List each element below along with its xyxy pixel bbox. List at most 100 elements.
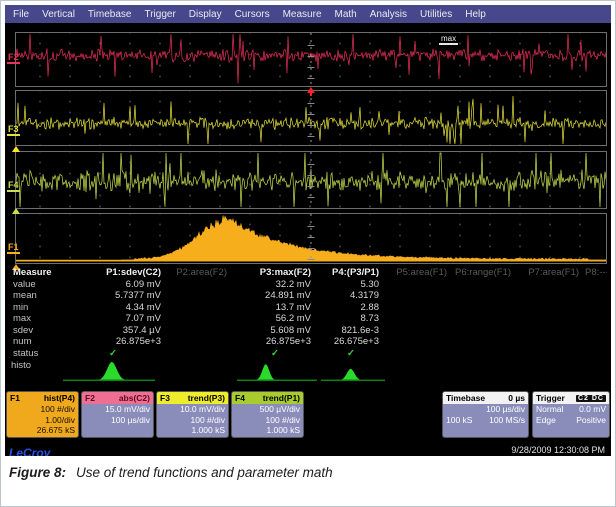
status-check-icon: ✓ (271, 347, 279, 359)
descriptor-setting: 15.0 mV/div (105, 404, 150, 414)
measure-row-label: min (13, 301, 29, 313)
menu-item-timebase[interactable]: Timebase (87, 8, 132, 20)
mini-histogram-icon (63, 362, 155, 382)
measure-row-label: value (13, 278, 36, 290)
measure-cell-max (585, 313, 607, 325)
trigger-title: Trigger (536, 393, 565, 403)
measure-row-label: status (13, 347, 39, 359)
measure-cell-value: 5.30 (360, 278, 380, 290)
f4-level-marker[interactable] (12, 208, 20, 214)
f3-level-marker[interactable] (12, 146, 20, 152)
measure-cell-value (385, 279, 453, 291)
measure-col-header[interactable]: P4:(P3/P1) (332, 267, 379, 278)
trigger-level-tick (310, 91, 312, 96)
waveform-grid-f4[interactable] (15, 151, 607, 209)
measure-histicon (59, 359, 167, 382)
timebase-offset: 0 µs (508, 393, 525, 403)
waveform-grid-f3[interactable] (15, 90, 607, 146)
measure-cell-sdev (167, 325, 233, 337)
measure-histicon (517, 359, 585, 382)
menu-item-display[interactable]: Display (188, 8, 222, 20)
waveform-grid-f2[interactable]: max (15, 32, 607, 87)
measure-cell-sdev (517, 325, 585, 337)
descriptor-function: abs(C2) (118, 393, 150, 403)
status-check-icon: ✓ (109, 347, 117, 359)
trace-label-f1[interactable]: F1 (7, 242, 20, 254)
measure-row-label: histo (11, 360, 32, 371)
menu-item-analysis[interactable]: Analysis (369, 8, 407, 20)
measure-cell-num (585, 336, 607, 348)
measure-cell-num (517, 336, 585, 348)
measure-col-header[interactable]: P2:area(F2) (176, 267, 227, 278)
trigger-slope: Positive (576, 415, 606, 425)
measure-cell-sdev (385, 325, 453, 337)
measure-cell-value: 32.2 mV (275, 278, 311, 290)
center-time-ruler (306, 152, 316, 208)
f4-descriptor-box[interactable]: F4 trend(P1) 500 µV/div 100 #/div 1.000 kS (231, 391, 304, 438)
trace-label-f4[interactable]: F4 (7, 180, 20, 192)
measure-cell-min: 2.88 (360, 301, 380, 313)
timebase-scale: 100 µs/div (486, 404, 525, 414)
measure-col-header[interactable]: P6:range(F1) (455, 267, 511, 278)
trigger-time-marker[interactable] (307, 87, 315, 93)
measure-cell-max (385, 313, 453, 325)
trace-label-f2[interactable]: F2 (7, 52, 20, 64)
f1-descriptor-box[interactable]: F1 hist(P4) 100 #/div 1.00/div 26.675 kS (6, 391, 79, 438)
measure-cell-mean (385, 290, 453, 302)
measure-cell-num (385, 336, 453, 348)
measure-cell-mean (585, 290, 607, 302)
menu-item-file[interactable]: File (13, 8, 30, 20)
timebase-box[interactable]: Timebase 0 µs 100 µs/div 100 kS 100 MS/s (442, 391, 529, 438)
waveform-grid-f1[interactable] (15, 213, 607, 264)
descriptor-function: trend(P3) (187, 393, 225, 403)
measure-cell-mean: 5.7377 mV (115, 290, 161, 301)
figure-label: Figure 8: (9, 465, 67, 480)
trace-label-f3[interactable]: F3 (7, 124, 20, 136)
measure-cell-min (453, 302, 517, 314)
measure-cell-value: 6.09 mV (125, 278, 161, 290)
descriptor-setting: 500 µV/div (259, 404, 300, 414)
menu-item-utilities[interactable]: Utilities (419, 8, 453, 20)
measure-col-header[interactable]: P3:max(F2) (259, 267, 311, 278)
measure-col-header[interactable]: P5:area(F1) (396, 267, 447, 278)
measure-cell-min (167, 302, 233, 314)
descriptor-function: hist(P4) (43, 393, 75, 403)
measure-cell-mean (453, 290, 517, 302)
trigger-box[interactable]: Trigger C2 DC Normal 0.0 mV Edge Positive (532, 391, 610, 438)
measure-cell-mean: 4.3179 (349, 290, 379, 301)
menu-item-cursors[interactable]: Cursors (234, 8, 270, 20)
measure-cell-min: 13.7 mV (275, 301, 311, 313)
measure-row-label: max (13, 313, 31, 324)
f1-level-marker[interactable] (12, 264, 20, 270)
status-check-icon (167, 348, 233, 360)
trigger-type: Edge (536, 415, 556, 425)
measure-cell-mean (517, 290, 585, 302)
f3-descriptor-box[interactable]: F3 trend(P3) 10.0 mV/div 100 #/div 1.000 kS (156, 391, 229, 438)
measure-cell-value (453, 279, 517, 291)
menu-item-help[interactable]: Help (465, 8, 486, 20)
measure-col-header[interactable]: P1:sdev(C2) (106, 267, 161, 278)
trigger-source-badge: C2 DC (575, 394, 606, 402)
mini-histogram-icon (237, 364, 317, 382)
descriptor-setting: 1.000 kS (191, 425, 225, 435)
f2-descriptor-box[interactable]: F2 abs(C2) 15.0 mV/div 100 µs/div (81, 391, 154, 438)
measure-cell-sdev: 821.6e-3 (341, 324, 379, 336)
menu-bar: File Vertical Timebase Trigger Display Cursor… (5, 5, 611, 23)
measure-col-header[interactable]: P8:--- (585, 267, 607, 278)
status-check-icon (585, 348, 607, 360)
parameter-annotation-max: max (439, 34, 459, 45)
measure-row-label: num (13, 336, 32, 347)
measure-table: Measure P1:sdev(C2) P2:area(F2) P3:max(F2) P… (9, 267, 607, 382)
measure-cell-min (385, 302, 453, 314)
menu-item-math[interactable]: Math (334, 8, 357, 20)
menu-item-trigger[interactable]: Trigger (144, 8, 176, 20)
measure-col-header[interactable]: P7:area(F1) (528, 267, 579, 278)
menu-item-measure[interactable]: Measure (282, 8, 322, 20)
timebase-rate: 100 MS/s (489, 415, 525, 425)
center-time-ruler (306, 91, 316, 145)
menu-item-vertical[interactable]: Vertical (42, 8, 75, 20)
measure-cell-max: 8.73 (360, 313, 380, 324)
descriptor-setting: 1.00/div (45, 414, 75, 425)
status-check-icon (453, 348, 517, 360)
